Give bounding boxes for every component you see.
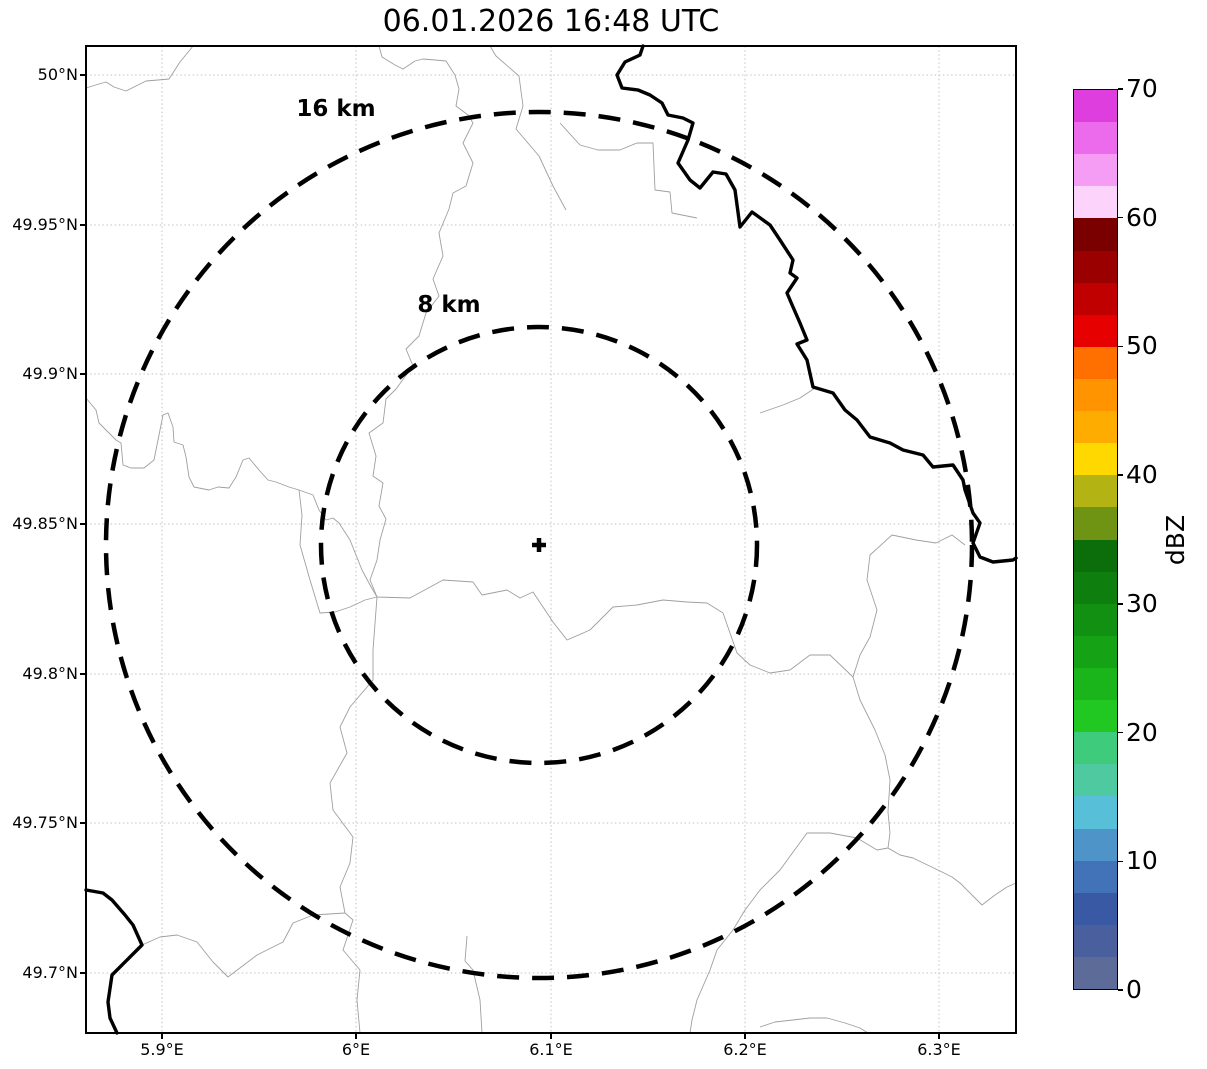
y-tick-label: 49.9°N bbox=[22, 364, 78, 383]
colorbar-segment bbox=[1074, 571, 1117, 604]
x-tick-mark bbox=[550, 1034, 552, 1039]
y-tick-label: 49.85°N bbox=[12, 514, 78, 533]
y-tick-label: 49.8°N bbox=[22, 664, 78, 683]
y-tick-label: 49.7°N bbox=[22, 963, 78, 982]
municipality-boundary-line bbox=[887, 847, 1017, 906]
y-tick-label: 49.95°N bbox=[12, 215, 78, 234]
y-tick-mark bbox=[80, 822, 85, 824]
x-tick-mark bbox=[938, 1034, 940, 1039]
municipality-boundary-line bbox=[891, 534, 966, 546]
colorbar-segment bbox=[1074, 507, 1117, 540]
map-plot: 16 km 8 km bbox=[84, 44, 1018, 1035]
colorbar-segment bbox=[1074, 378, 1117, 412]
x-tick-label: 6.3°E bbox=[917, 1040, 961, 1059]
colorbar-segment bbox=[1074, 892, 1117, 925]
colorbar-segment bbox=[1074, 860, 1117, 893]
municipality-boundary-line bbox=[489, 45, 567, 211]
municipality-boundary-line bbox=[689, 832, 889, 1034]
x-tick-label: 6°E bbox=[341, 1040, 371, 1059]
y-tick-mark bbox=[80, 972, 85, 974]
colorbar-tick-label: 0 bbox=[1126, 975, 1142, 1004]
colorbar-segment bbox=[1074, 764, 1117, 797]
plot-frame bbox=[85, 45, 1017, 1034]
x-tick-label: 5.9°E bbox=[140, 1040, 184, 1059]
municipality-boundary-line bbox=[852, 534, 893, 849]
y-tick-mark bbox=[80, 523, 85, 525]
colorbar-tick-label: 50 bbox=[1126, 331, 1158, 361]
colorbar-tick-mark bbox=[1118, 731, 1123, 734]
colorbar-segment bbox=[1074, 186, 1117, 219]
range-ring-label-8km: 8 km bbox=[417, 292, 481, 318]
colorbar-segment bbox=[1074, 250, 1117, 283]
x-tick-mark bbox=[744, 1034, 746, 1039]
colorbar-segment bbox=[1074, 732, 1117, 765]
map-svg bbox=[84, 44, 1018, 1035]
y-tick-mark bbox=[80, 373, 85, 375]
colorbar-segment bbox=[1074, 603, 1117, 636]
colorbar-tick-label: 20 bbox=[1126, 717, 1158, 747]
colorbar-segment bbox=[1074, 411, 1117, 444]
colorbar-segment bbox=[1074, 700, 1117, 733]
range-ring-16km bbox=[103, 109, 975, 981]
plot-title: 06.01.2026 16:48 UTC bbox=[382, 4, 720, 39]
range-ring-label-16km: 16 km bbox=[296, 96, 376, 122]
colorbar-tick-label: 70 bbox=[1126, 74, 1158, 103]
colorbar-segment bbox=[1074, 154, 1117, 187]
colorbar bbox=[1073, 89, 1118, 990]
municipality-boundary-line bbox=[85, 397, 378, 598]
colorbar-tick-label: 60 bbox=[1126, 202, 1158, 232]
x-tick-label: 6.1°E bbox=[529, 1040, 573, 1059]
colorbar-tick-mark bbox=[1118, 474, 1123, 476]
colorbar-tick-mark bbox=[1118, 345, 1123, 348]
municipality-boundary-line bbox=[85, 45, 194, 92]
colorbar-segment bbox=[1074, 218, 1117, 251]
colorbar-segment bbox=[1074, 346, 1117, 379]
municipality-boundary-line bbox=[759, 1017, 869, 1034]
y-tick-mark bbox=[80, 673, 85, 675]
colorbar-tick-mark bbox=[1118, 216, 1123, 219]
colorbar-segment bbox=[1074, 475, 1117, 508]
colorbar-axis-label: dBZ bbox=[1161, 514, 1190, 566]
colorbar-segment bbox=[1074, 956, 1117, 990]
municipality-boundary-line bbox=[141, 912, 346, 978]
municipality-boundary-line bbox=[376, 579, 854, 678]
colorbar-tick-label: 30 bbox=[1126, 588, 1158, 618]
colorbar-segment bbox=[1074, 796, 1117, 829]
border-line-southwest bbox=[84, 888, 144, 1035]
colorbar-segment bbox=[1074, 122, 1117, 155]
municipality-boundary-line bbox=[298, 489, 378, 614]
colorbar-tick-label: 40 bbox=[1126, 460, 1158, 490]
colorbar-tick-label: 10 bbox=[1126, 846, 1158, 876]
river-border-line bbox=[615, 44, 1018, 564]
x-tick-mark bbox=[161, 1034, 163, 1039]
colorbar-tick-mark bbox=[1118, 989, 1123, 991]
municipality-boundary-line bbox=[559, 122, 698, 219]
range-ring-8km bbox=[318, 324, 760, 766]
municipality-boundary-line bbox=[759, 387, 816, 414]
colorbar-segment bbox=[1074, 90, 1117, 123]
y-tick-label: 50°N bbox=[37, 65, 78, 84]
colorbar-segment bbox=[1074, 282, 1117, 315]
colorbar-segment bbox=[1074, 443, 1117, 476]
y-tick-mark bbox=[80, 74, 85, 76]
y-tick-mark bbox=[80, 224, 85, 226]
x-tick-mark bbox=[355, 1034, 357, 1039]
municipality-boundary-line bbox=[368, 45, 474, 598]
colorbar-segment bbox=[1074, 539, 1117, 572]
colorbar-tick-mark bbox=[1118, 860, 1123, 863]
municipality-boundary-line bbox=[329, 596, 378, 1034]
x-tick-label: 6.2°E bbox=[723, 1040, 767, 1059]
colorbar-segment bbox=[1074, 314, 1117, 347]
y-tick-label: 49.75°N bbox=[12, 813, 78, 832]
colorbar-segment bbox=[1074, 924, 1117, 957]
colorbar-segment bbox=[1074, 635, 1117, 668]
colorbar-tick-mark bbox=[1118, 603, 1123, 605]
colorbar-segment bbox=[1074, 667, 1117, 701]
colorbar-tick-mark bbox=[1118, 88, 1123, 90]
colorbar-segment bbox=[1074, 828, 1117, 861]
municipality-boundary-line bbox=[464, 935, 483, 1034]
